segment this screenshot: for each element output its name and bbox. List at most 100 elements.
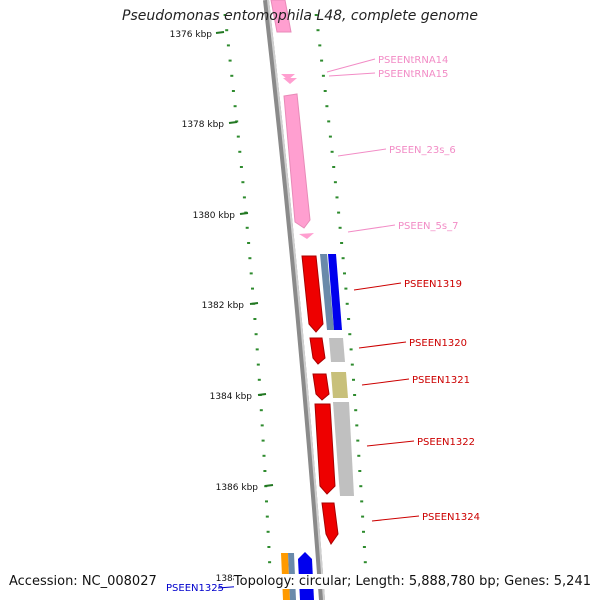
- gc-dot-inner: [267, 546, 271, 548]
- gc-dot-inner: [247, 242, 251, 244]
- tick-1386: [264, 484, 274, 487]
- gc-dot-inner: [253, 318, 257, 320]
- pseen1319-blue-band[interactable]: [328, 254, 342, 330]
- pseen1319-feature[interactable]: [301, 255, 324, 333]
- gc-dot-outer: [350, 363, 354, 366]
- gc-dot-outer: [327, 120, 331, 123]
- pseen1321-feature[interactable]: [312, 373, 330, 401]
- tick-1380: [239, 212, 249, 215]
- gc-dots-outer: [314, 14, 367, 564]
- tick-label-1376: 1376 kbp: [170, 30, 213, 40]
- tick-1378: [228, 121, 238, 124]
- gc-dot-outer: [349, 348, 353, 351]
- coordinate-ticks: 1376 kbp 1378 kbp 1380 kbp 1382 kbp 1384…: [170, 30, 274, 584]
- gc-dot-inner: [254, 333, 258, 336]
- rrna-23s-feature[interactable]: [283, 93, 311, 229]
- gc-dot-inner: [262, 454, 266, 457]
- label-1320[interactable]: PSEEN1320: [409, 338, 467, 349]
- label-1319[interactable]: PSEEN1319: [404, 279, 462, 290]
- leader-23s: [337, 148, 387, 157]
- leader-trna14: [326, 58, 376, 73]
- label-1321[interactable]: PSEEN1321: [412, 375, 470, 386]
- leader-1319: [353, 282, 402, 291]
- label-1324[interactable]: PSEEN1324: [422, 512, 480, 523]
- rna-arrow-top[interactable]: [270, 0, 292, 33]
- gc-dot-outer: [363, 561, 367, 564]
- tick-1384: [257, 393, 267, 396]
- gc-dot-inner: [238, 150, 242, 153]
- tick-label-1382: 1382 kbp: [202, 301, 245, 311]
- tick-label-1384: 1384 kbp: [210, 392, 253, 402]
- gc-dot-inner: [245, 226, 249, 229]
- gc-dot-inner: [241, 181, 245, 184]
- gc-dot-inner: [263, 470, 267, 472]
- gc-dot-outer: [355, 424, 359, 427]
- label-5s[interactable]: PSEEN_5s_7: [398, 221, 458, 232]
- leader-5s: [347, 224, 396, 233]
- gc-dot-inner: [242, 196, 246, 199]
- gc-dot-outer: [352, 378, 355, 381]
- genome-backbone-outer: [263, 0, 325, 600]
- gc-dot-outer: [362, 530, 365, 533]
- gc-dot-outer: [347, 318, 351, 320]
- pseen1324-feature[interactable]: [321, 502, 339, 545]
- gc-dot-outer: [348, 333, 352, 336]
- leader-1322: [366, 440, 415, 447]
- gc-dot-inner: [265, 500, 268, 503]
- gc-dot-inner: [260, 424, 264, 427]
- genome-backbone-inner: [267, 0, 325, 600]
- gc-dot-outer: [321, 74, 325, 77]
- rrna-5s-feature[interactable]: [299, 233, 314, 239]
- gc-dot-outer: [343, 272, 346, 275]
- gc-dot-outer: [320, 59, 324, 62]
- gc-dot-outer: [358, 470, 362, 472]
- tick-label-1380: 1380 kbp: [193, 211, 236, 221]
- tick-1376: [215, 31, 225, 34]
- label-1322[interactable]: PSEEN1322: [417, 437, 475, 448]
- trna14-feature[interactable]: [281, 74, 295, 80]
- gc-dot-outer: [362, 546, 366, 548]
- gc-dot-outer: [353, 394, 357, 396]
- gc-dot-outer: [345, 302, 349, 305]
- label-23s[interactable]: PSEEN_23s_6: [389, 145, 456, 156]
- gc-dot-outer: [316, 29, 320, 32]
- gc-dot-inner: [255, 348, 259, 351]
- gc-dot-outer: [356, 439, 360, 442]
- genome-summary-text: Topology: circular; Length: 5,888,780 bp…: [233, 574, 591, 589]
- gc-dot-inner: [231, 90, 235, 92]
- pseen1319-steel-band[interactable]: [320, 254, 334, 330]
- gc-dot-outer: [328, 135, 332, 138]
- trna15-feature[interactable]: [283, 78, 297, 84]
- pseen1322-feature[interactable]: [314, 403, 336, 495]
- label-trna14[interactable]: PSEENtRNA14: [378, 55, 448, 66]
- gc-dot-inner: [249, 272, 253, 275]
- tick-1382: [249, 302, 259, 305]
- pseen1320-feature[interactable]: [309, 337, 326, 365]
- gc-dot-outer: [341, 257, 345, 260]
- gc-dot-inner: [257, 378, 261, 381]
- gc-dot-outer: [318, 44, 322, 47]
- leader-1321: [361, 378, 410, 386]
- gc-dot-inner: [236, 135, 240, 138]
- gc-dot-inner: [256, 363, 260, 366]
- pseen1322-gray-band[interactable]: [333, 402, 354, 496]
- gc-dots-inner: [223, 14, 272, 564]
- label-1325[interactable]: PSEEN1325: [166, 583, 224, 594]
- gc-dot-outer: [333, 181, 337, 184]
- gc-dot-outer: [314, 14, 318, 16]
- gc-dot-inner: [228, 59, 232, 62]
- label-trna15[interactable]: PSEENtRNA15: [378, 69, 448, 80]
- accession-text: Accession: NC_008027: [9, 574, 157, 589]
- gc-dot-inner: [266, 530, 270, 533]
- leader-1324: [371, 515, 420, 522]
- gc-dot-outer: [323, 90, 327, 92]
- pseen1320-gray-band[interactable]: [329, 338, 345, 362]
- gc-dot-outer: [337, 211, 341, 214]
- gc-dot-inner: [233, 105, 237, 108]
- gc-dot-outer: [361, 515, 365, 518]
- gc-dot-inner: [268, 561, 272, 564]
- gc-dot-inner: [225, 29, 229, 32]
- pseen1321-olive-band[interactable]: [331, 372, 348, 398]
- leader-1320: [358, 341, 407, 349]
